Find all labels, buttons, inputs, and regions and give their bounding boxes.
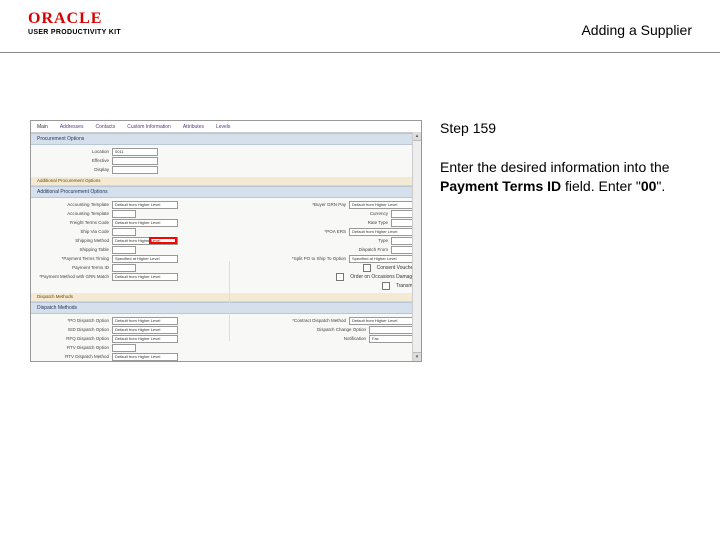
highlight-payment-terms-id <box>149 237 177 244</box>
bar-add-proc[interactable]: Additional Procurement Options <box>31 177 421 186</box>
fld-shipvia[interactable] <box>112 228 136 236</box>
lbl-po-disp: *PO Dispatch Option <box>37 318 109 323</box>
fld-disp-change[interactable] <box>369 326 415 334</box>
fld-poa[interactable]: Default from Higher Level <box>349 228 415 236</box>
cb-order[interactable] <box>336 273 344 281</box>
fld-buyer-grn[interactable]: Default from Higher Level <box>349 201 415 209</box>
fld-acct-tpl2[interactable] <box>112 210 136 218</box>
scrollbar[interactable]: ▴ ▾ <box>412 132 421 361</box>
fld-eid-disp[interactable]: Default from Higher Level <box>112 326 178 334</box>
tab-custom[interactable]: Custom Information <box>127 124 171 130</box>
instr-post: ". <box>656 178 665 194</box>
tab-attributes[interactable]: Attributes <box>183 124 204 130</box>
instr-field: Payment Terms ID <box>440 178 561 194</box>
app-screenshot: Main Addresses Contacts Custom Informati… <box>30 120 422 362</box>
form-dispatch: *PO Dispatch OptionDefault from Higher L… <box>31 314 421 362</box>
fld-notification[interactable]: Fax <box>369 335 415 343</box>
lbl-notification: Notification <box>298 336 366 341</box>
step-label: Step 159 <box>440 120 690 136</box>
lbl-location: Location <box>37 149 109 154</box>
fld-rtv-disp[interactable] <box>112 344 136 352</box>
fld-contract-opt[interactable]: Specified at Higher Level <box>112 362 178 363</box>
tab-main[interactable]: Main <box>37 124 48 130</box>
lbl-split-po: *Split PO to Ship To Option <box>278 256 346 261</box>
tab-addresses[interactable]: Addresses <box>60 124 84 130</box>
lbl-rtv-disp: RTV Dispatch Option <box>37 345 109 350</box>
section-add-proc: Additional Procurement Options <box>31 186 421 198</box>
fld-split-po[interactable]: Specified at Higher Level <box>349 255 415 263</box>
fld-shiptbl[interactable] <box>112 246 136 254</box>
lbl-rtv-disp-m: RTV Dispatch Method <box>37 354 109 359</box>
lbl-eid-disp: EID Dispatch Option <box>37 327 109 332</box>
lbl-contract-disp: *Contract Dispatch Method <box>278 318 346 323</box>
section-proc-options: Procurement Options <box>31 133 421 145</box>
lbl-shiptbl: Shipping Table <box>37 247 109 252</box>
fld-location[interactable]: 0011 <box>112 148 158 156</box>
tab-contacts[interactable]: Contacts <box>95 124 115 130</box>
fld-po-disp[interactable]: Default from Higher Level <box>112 317 178 325</box>
instruction-text: Enter the desired information into the P… <box>440 158 690 196</box>
instr-value: 00 <box>641 178 657 194</box>
lbl-poa: *POA ERS <box>278 229 346 234</box>
lbl-dispatch-from: Dispatch From <box>320 247 388 252</box>
instr-pre: Enter the desired information into the <box>440 159 670 175</box>
lbl-rate: Rate Type <box>320 220 388 225</box>
fld-grn-match[interactable]: Default from Higher Level <box>112 273 178 281</box>
scroll-up-icon[interactable]: ▴ <box>413 132 421 141</box>
brand-logo: ORACLE USER PRODUCTIVITY KIT <box>28 10 121 36</box>
lbl-shipmeth: Shipping Method <box>37 238 109 243</box>
divider <box>229 261 230 341</box>
lbl-freight: Freight Terms Code <box>37 220 109 225</box>
fld-rtv-disp-m[interactable]: Default from Higher Level <box>112 353 178 361</box>
lbl-consent: Consent Voucher <box>377 265 415 271</box>
lbl-disp-change: Dispatch Change Option <box>298 327 366 332</box>
brand-name: ORACLE <box>28 10 121 28</box>
fld-effective[interactable] <box>112 157 158 165</box>
lbl-buyer-grn: *Buyer GRN Pay <box>278 202 346 207</box>
tab-bar: Main Addresses Contacts Custom Informati… <box>31 121 421 133</box>
page-title: Adding a Supplier <box>581 22 692 38</box>
lbl-acct-tpl2: Accounting Template <box>37 211 109 216</box>
cb-consent[interactable] <box>363 264 371 272</box>
product-name: USER PRODUCTIVITY KIT <box>28 29 121 36</box>
lbl-type: Type <box>320 238 388 243</box>
instr-mid: field. Enter " <box>561 178 641 194</box>
page-header: ORACLE USER PRODUCTIVITY KIT Adding a Su… <box>0 0 720 53</box>
form-add-proc: Accounting TemplateDefault from Higher L… <box>31 198 421 293</box>
scroll-down-icon[interactable]: ▾ <box>413 352 421 361</box>
form-top: Location0011 Effective Display <box>31 145 421 177</box>
bar-dispatch[interactable]: Dispatch Methods <box>31 293 421 302</box>
lbl-display: Display <box>37 167 109 172</box>
lbl-payterms-timing: *Payment Terms Timing <box>37 256 109 261</box>
lbl-acct-tpl: Accounting Template <box>37 202 109 207</box>
lbl-shipvia: Ship Via Code <box>37 229 109 234</box>
cb-transmit[interactable] <box>382 282 390 290</box>
lbl-effective: Effective <box>37 158 109 163</box>
fld-acct-tpl[interactable]: Default from Higher Level <box>112 201 178 209</box>
fld-payterms-timing[interactable]: Specified at Higher Level <box>112 255 178 263</box>
section-dispatch: Dispatch Methods <box>31 302 421 314</box>
lbl-rfq-disp: RFQ Dispatch Option <box>37 336 109 341</box>
lbl-order: Order on Occasions Damage <box>350 274 415 280</box>
lbl-currency: Currency <box>320 211 388 216</box>
fld-payterms-id[interactable] <box>112 264 136 272</box>
lbl-payterms-id: Payment Terms ID <box>37 265 109 270</box>
fld-display[interactable] <box>112 166 158 174</box>
fld-freight[interactable]: Default from Higher Level <box>112 219 178 227</box>
lbl-grn-match: *Payment Method with GRN Match <box>37 274 109 279</box>
tab-levels[interactable]: Levels <box>216 124 230 130</box>
instruction-panel: Step 159 Enter the desired information i… <box>440 120 690 196</box>
fld-rfq-disp[interactable]: Default from Higher Level <box>112 335 178 343</box>
fld-contract-disp[interactable]: Default from Higher Level <box>349 317 415 325</box>
